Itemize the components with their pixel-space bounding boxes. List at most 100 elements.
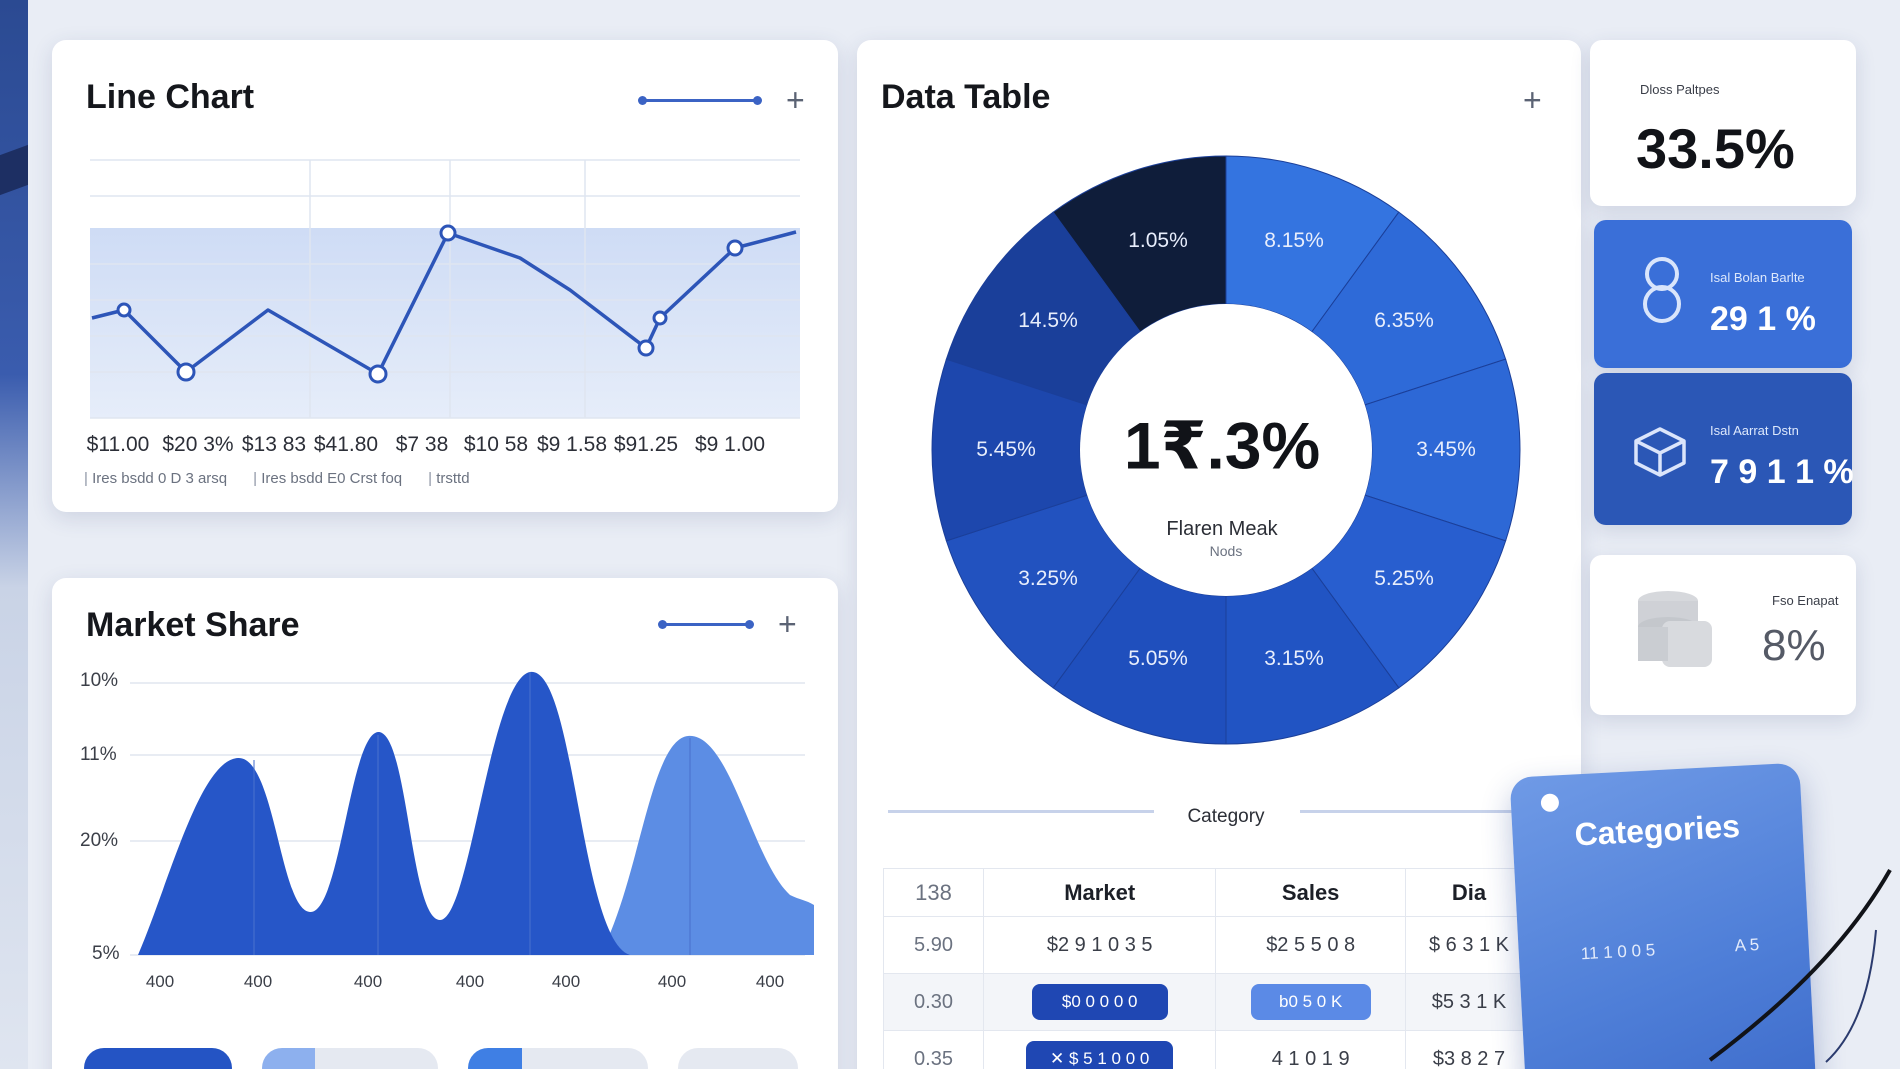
legend-item: trsttd	[428, 470, 469, 487]
kpi-card[interactable]: Dloss Paltpes 33.5%	[1590, 40, 1856, 206]
kpi-card[interactable]: Isal Bolan Barlte 29 1 %	[1594, 220, 1852, 368]
legend-item: Ires bsdd 0 D 3 arsq	[84, 470, 227, 487]
line-chart-legend: Ires bsdd 0 D 3 arsq Ires bsdd E0 Crst f…	[84, 470, 469, 487]
decorative-swoosh	[1708, 869, 1892, 1063]
box-icon	[1634, 427, 1686, 477]
donut-slice-label: 8.15%	[1264, 228, 1324, 252]
table-cell: 0.30	[883, 973, 984, 1031]
x-tick-label: $20 3%	[162, 433, 234, 456]
category-label: Category	[1187, 806, 1265, 827]
donut-slice-label: 3.45%	[1416, 438, 1476, 461]
table-row[interactable]: 5.90 $2 9 1 0 3 5 $2 5 5 0 8 $ 6 3 1 K	[883, 916, 1534, 974]
x-tick-label: $11.00	[86, 433, 150, 456]
table-header-row: 138 Market Sales Dia	[883, 868, 1534, 917]
filter-pill[interactable]	[678, 1048, 798, 1069]
donut-center-value: 1₹.3%	[1123, 408, 1321, 483]
kpi-card[interactable]: Fso Enapat 8%	[1590, 555, 1856, 715]
tag-hole	[1540, 793, 1560, 813]
x-tick-label: $41.80	[313, 433, 379, 456]
line-chart-x-axis: $11.00 $20 3% $13 83 $41.80 $7 38 $10 58…	[84, 433, 804, 463]
table-cell: 4 1 0 1 9	[1215, 1030, 1406, 1069]
kpi-label: Dloss Paltpes	[1640, 82, 1720, 97]
table-cell: $3 8 2 7	[1404, 1030, 1534, 1069]
donut-slice-label: 6.35%	[1374, 308, 1434, 332]
y-tick-label: 10%	[80, 670, 119, 691]
column-header[interactable]: 138	[883, 868, 984, 917]
donut-slice-label: 5.45%	[976, 438, 1036, 461]
y-tick-label: 11%	[80, 744, 117, 765]
data-table: 138 Market Sales Dia 5.90 $2 9 1 0 3 5 $…	[883, 868, 1534, 1069]
range-slider[interactable]	[638, 95, 762, 105]
market-share-filter-pills	[84, 1048, 798, 1069]
donut-slice-label: 5.05%	[1128, 647, 1188, 671]
value-chip[interactable]: $0 0 0 0 0	[1031, 984, 1168, 1020]
plus-icon[interactable]: +	[778, 606, 797, 642]
digit-8-icon	[1643, 257, 1681, 323]
plus-icon[interactable]: +	[1523, 82, 1542, 118]
filter-pill[interactable]	[84, 1048, 232, 1069]
kpi-label: Isal Bolan Barlte	[1710, 270, 1805, 285]
kpi-value: 33.5%	[1636, 117, 1795, 180]
donut-slice-label: 3.25%	[1018, 567, 1078, 591]
donut-slice-label: 14.5%	[1018, 308, 1078, 332]
x-tick-label: 400	[755, 972, 785, 991]
market-share-title: Market Share	[86, 606, 300, 644]
kpi-value: 8%	[1762, 621, 1826, 670]
x-tick-label: 400	[551, 972, 581, 991]
categories-sub-left: 11 1 0 0 5	[1580, 940, 1656, 964]
plus-icon[interactable]: +	[786, 82, 805, 118]
x-tick-label: $10 58	[463, 433, 529, 456]
table-cell: ✕ $ 5 1 0 0 0	[982, 1030, 1217, 1069]
column-header[interactable]: Market	[982, 868, 1217, 917]
value-chip[interactable]: b0 5 0 K	[1250, 984, 1371, 1020]
kpi-label: Fso Enapat	[1772, 593, 1839, 608]
x-tick-label: 400	[455, 972, 485, 991]
x-tick-label: $13 83	[241, 433, 307, 456]
y-tick-label: 20%	[80, 830, 119, 851]
coin-stack-icon	[1638, 591, 1712, 667]
donut-slice-label: 1.05%	[1128, 228, 1188, 252]
market-share-card: Market Share +	[52, 578, 838, 1069]
table-row[interactable]: 0.30 $0 0 0 0 0 b0 5 0 K $5 3 1 K	[883, 973, 1534, 1031]
kpi-value: 7 9 1 1 %	[1710, 453, 1854, 491]
table-cell: $2 5 5 0 8	[1215, 916, 1406, 974]
kpi-label: Isal Aarrat Dstn	[1710, 423, 1799, 438]
table-row[interactable]: 0.35 ✕ $ 5 1 0 0 0 4 1 0 1 9 $3 8 2 7	[883, 1030, 1534, 1069]
x-tick-label: $7 38	[395, 433, 449, 456]
x-tick-label: $9 1.58	[536, 433, 608, 456]
left-rail	[0, 0, 28, 1069]
donut-center-label: Flaren Meak	[1166, 518, 1278, 540]
x-tick-label: 400	[243, 972, 273, 991]
filter-pill[interactable]	[468, 1048, 648, 1069]
y-tick-label: 5%	[92, 943, 120, 964]
range-slider[interactable]	[658, 619, 754, 629]
value-chip[interactable]: ✕ $ 5 1 0 0 0	[1026, 1041, 1174, 1069]
line-chart-title: Line Chart	[86, 78, 255, 116]
kpi-card[interactable]: Isal Aarrat Dstn 7 9 1 1 %	[1594, 373, 1854, 525]
table-cell: 5.90	[883, 916, 984, 974]
donut-slice-label: 5.25%	[1374, 567, 1434, 591]
x-tick-label: 400	[353, 972, 383, 991]
kpi-value: 29 1 %	[1710, 300, 1816, 338]
rail-stripe	[0, 144, 28, 196]
table-cell: $2 9 1 0 3 5	[982, 916, 1217, 974]
divider	[888, 810, 1154, 813]
table-cell: $0 0 0 0 0	[982, 973, 1217, 1031]
x-tick-label: 400	[145, 972, 175, 991]
column-header[interactable]: Sales	[1215, 868, 1406, 917]
table-cell: b0 5 0 K	[1215, 973, 1406, 1031]
divider	[1300, 810, 1540, 813]
donut-center-sub: Nods	[1209, 543, 1243, 559]
data-table-title: Data Table	[881, 78, 1051, 116]
column-header[interactable]: Dia	[1404, 868, 1534, 917]
filter-pill[interactable]	[262, 1048, 438, 1069]
x-tick-label: $9 1.00	[694, 433, 766, 456]
categories-title: Categories	[1573, 807, 1741, 853]
table-cell: $ 6 3 1 K	[1404, 916, 1534, 974]
donut-slice-label: 3.15%	[1264, 647, 1324, 671]
table-cell: 0.35	[883, 1030, 984, 1069]
table-cell: $5 3 1 K	[1404, 973, 1534, 1031]
legend-item: Ires bsdd E0 Crst foq	[253, 470, 402, 487]
x-tick-label: $91.25	[613, 433, 679, 456]
x-tick-label: 400	[657, 972, 687, 991]
